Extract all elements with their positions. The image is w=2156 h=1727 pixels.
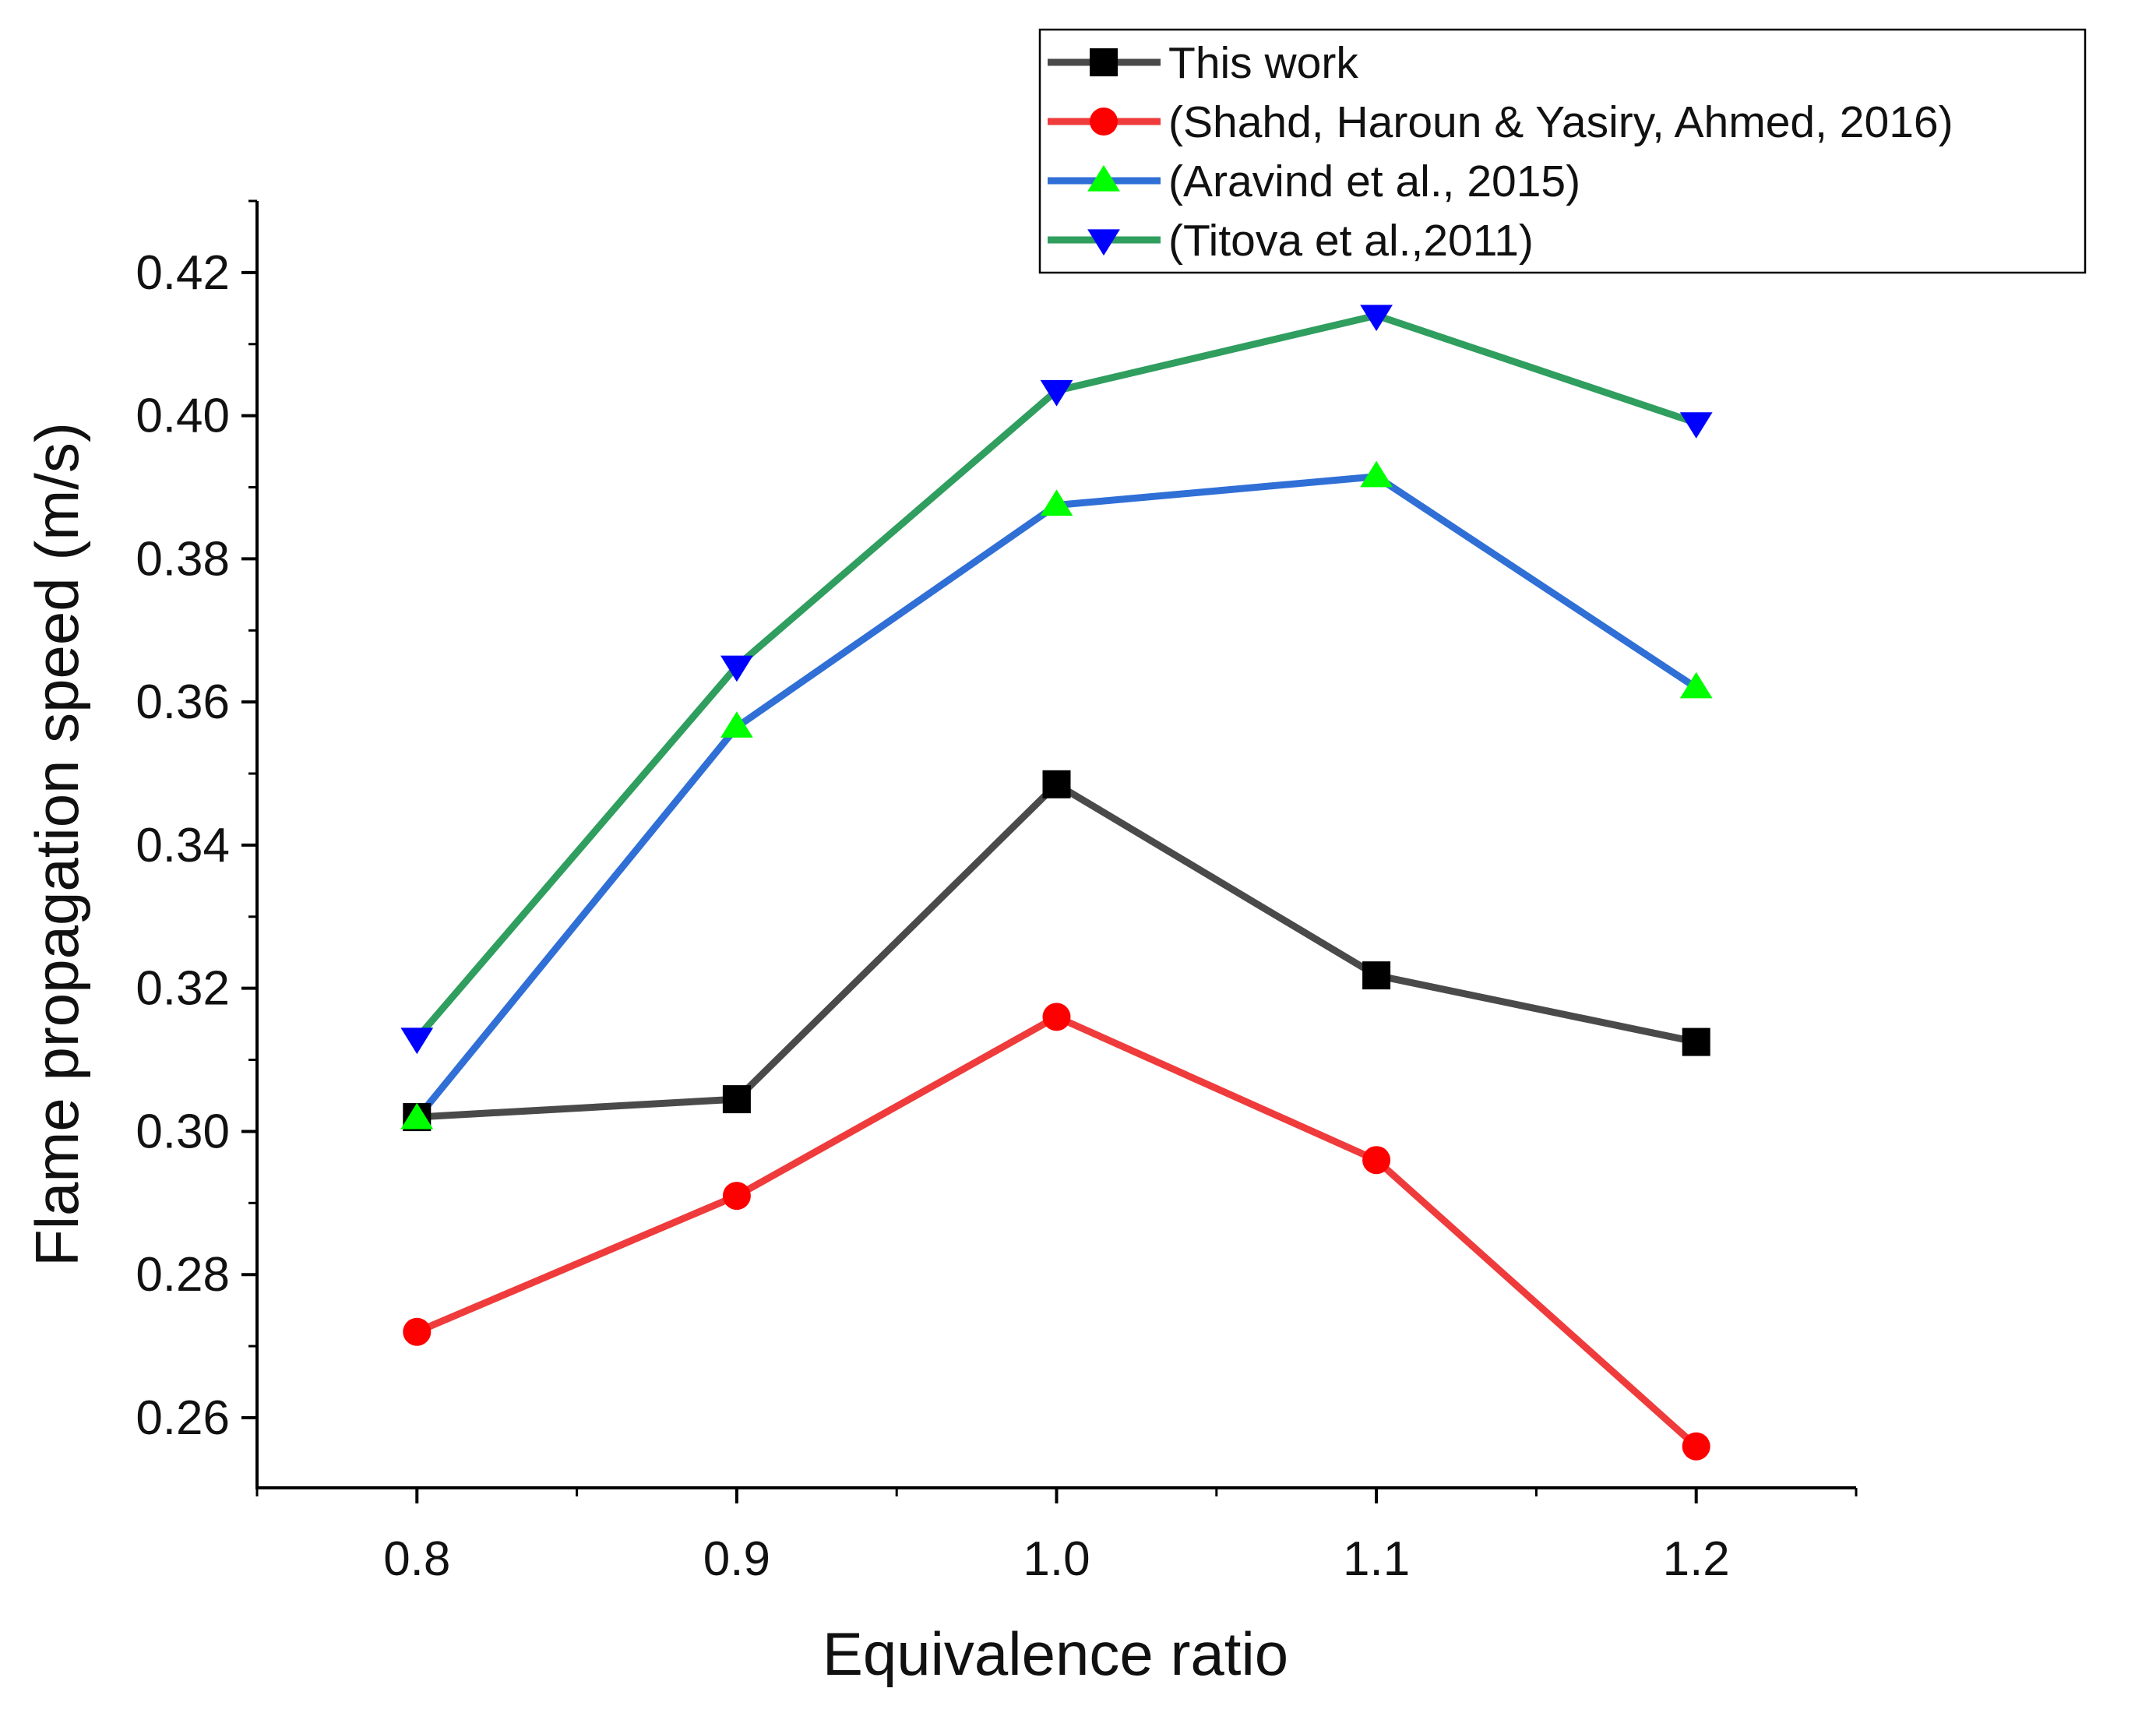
series-4-point bbox=[400, 1027, 434, 1055]
series-3-point bbox=[1040, 489, 1073, 516]
legend-box bbox=[1038, 28, 2087, 274]
y-tick-label: 0.40 bbox=[136, 389, 230, 443]
legend: This work (Shahd, Haroun & Yasiry, Ahmed,… bbox=[1038, 28, 2087, 274]
y-axis-title: Flame propagation speed (m/s) bbox=[23, 422, 91, 1267]
x-ticks: 0.8 0.9 1.0 1.1 1.2 bbox=[255, 1488, 1858, 1586]
y-tick-label: 0.42 bbox=[136, 246, 230, 300]
legend-marker bbox=[1087, 229, 1120, 256]
y-tick-label: 0.28 bbox=[136, 1248, 230, 1302]
series-3-point bbox=[1679, 671, 1713, 699]
x-tick-label: 0.8 bbox=[383, 1532, 450, 1586]
series-3-point bbox=[1360, 460, 1393, 488]
y-ticks: 0.26 0.28 0.30 0.32 0.34 0.36 0.38 0.40 0.42 bbox=[136, 199, 257, 1445]
series-4-point bbox=[1040, 379, 1073, 407]
legend-entries: This work (Shahd, Haroun & Yasiry, Ahmed,… bbox=[1048, 38, 1953, 266]
y-tick-label: 0.34 bbox=[136, 819, 230, 872]
series-4-point bbox=[720, 655, 753, 682]
series-2-point bbox=[1362, 1146, 1391, 1175]
series-1-point bbox=[1362, 961, 1391, 990]
x-tick-label: 1.1 bbox=[1343, 1532, 1410, 1586]
legend-marker bbox=[1090, 107, 1118, 136]
series-2-point bbox=[403, 1317, 432, 1346]
legend-marker bbox=[1090, 48, 1118, 76]
series-3-point bbox=[720, 711, 753, 738]
series-4-point bbox=[1360, 305, 1393, 332]
series-1-point bbox=[1682, 1027, 1710, 1056]
series-1-point bbox=[1042, 770, 1071, 798]
series-2-point bbox=[1682, 1432, 1710, 1461]
series-3-point bbox=[400, 1102, 434, 1130]
series-markers bbox=[400, 305, 1713, 1461]
y-tick-label: 0.26 bbox=[136, 1391, 230, 1445]
series-2-point bbox=[722, 1182, 751, 1211]
legend-label: (Aravind et al., 2015) bbox=[1168, 157, 1580, 206]
x-tick-label: 0.9 bbox=[703, 1532, 770, 1586]
series-4-point bbox=[1679, 412, 1713, 439]
x-tick-label: 1.2 bbox=[1663, 1532, 1730, 1586]
legend-label: (Shahd, Haroun & Yasiry, Ahmed, 2016) bbox=[1168, 97, 1953, 147]
axes: 0.26 0.28 0.30 0.32 0.34 0.36 0.38 0.40 0.42 0.8… bbox=[136, 199, 1858, 1586]
x-tick-label: 1.0 bbox=[1023, 1532, 1090, 1586]
y-tick-label: 0.30 bbox=[136, 1105, 230, 1158]
y-tick-label: 0.36 bbox=[136, 675, 230, 729]
series-1-point bbox=[722, 1085, 751, 1114]
legend-label: This work bbox=[1168, 38, 1358, 88]
y-tick-label: 0.32 bbox=[136, 962, 230, 1016]
legend-label: (Titova et al.,2011) bbox=[1168, 216, 1534, 266]
y-tick-label: 0.38 bbox=[136, 532, 230, 586]
x-axis-title: Equivalence ratio bbox=[823, 1620, 1288, 1688]
legend-marker bbox=[1087, 164, 1120, 192]
series-2-point bbox=[1042, 1003, 1071, 1031]
